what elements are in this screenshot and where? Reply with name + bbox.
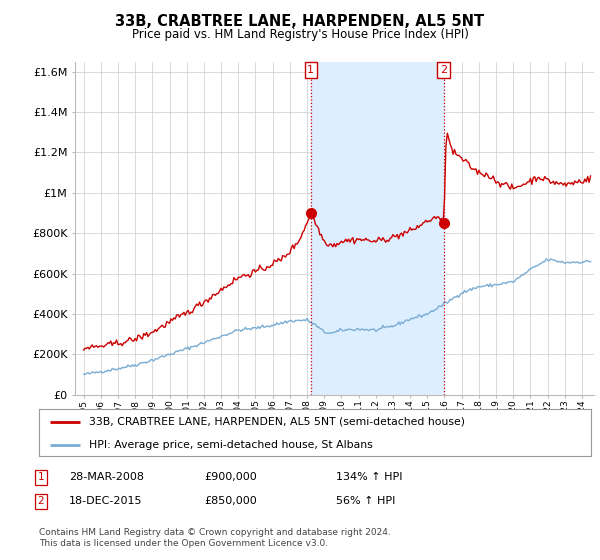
Text: 28-MAR-2008: 28-MAR-2008: [69, 472, 144, 482]
Text: HPI: Average price, semi-detached house, St Albans: HPI: Average price, semi-detached house,…: [89, 440, 373, 450]
Text: 1: 1: [307, 65, 314, 75]
Text: 33B, CRABTREE LANE, HARPENDEN, AL5 5NT: 33B, CRABTREE LANE, HARPENDEN, AL5 5NT: [115, 14, 485, 29]
Text: 33B, CRABTREE LANE, HARPENDEN, AL5 5NT (semi-detached house): 33B, CRABTREE LANE, HARPENDEN, AL5 5NT (…: [89, 417, 464, 427]
Text: 2: 2: [440, 65, 448, 75]
Text: Price paid vs. HM Land Registry's House Price Index (HPI): Price paid vs. HM Land Registry's House …: [131, 28, 469, 41]
Text: 134% ↑ HPI: 134% ↑ HPI: [336, 472, 403, 482]
Bar: [311, 62, 444, 395]
Text: 2: 2: [37, 496, 44, 506]
Text: 1: 1: [37, 472, 44, 482]
Text: Contains HM Land Registry data © Crown copyright and database right 2024.
This d: Contains HM Land Registry data © Crown c…: [39, 528, 391, 548]
Text: 56% ↑ HPI: 56% ↑ HPI: [336, 496, 395, 506]
Text: 18-DEC-2015: 18-DEC-2015: [69, 496, 143, 506]
Text: £850,000: £850,000: [204, 496, 257, 506]
Text: £900,000: £900,000: [204, 472, 257, 482]
